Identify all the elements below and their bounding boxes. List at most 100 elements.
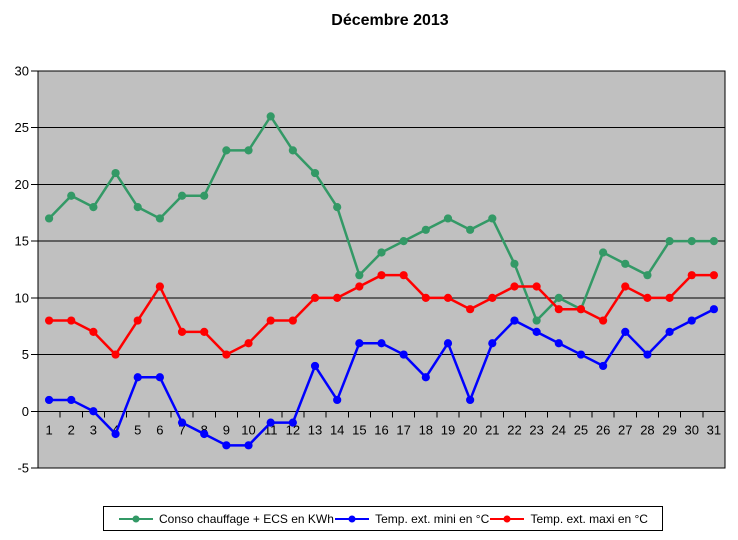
x-axis-tick-label: 26	[596, 422, 610, 437]
data-point-marker	[377, 271, 386, 280]
data-point-marker	[643, 293, 652, 302]
data-point-marker	[288, 418, 297, 427]
data-point-marker	[244, 339, 253, 348]
data-point-marker	[355, 271, 364, 280]
x-axis-tick-label: 28	[640, 422, 654, 437]
data-point-marker	[288, 146, 297, 155]
y-axis-tick-label: 0	[22, 404, 29, 419]
data-point-marker	[67, 316, 76, 325]
chart-title: Décembre 2013	[331, 12, 449, 29]
data-point-marker	[576, 350, 586, 359]
x-axis-tick-label: 31	[707, 422, 721, 437]
x-axis-tick-label: 15	[352, 422, 366, 437]
legend-label-conso: Conso chauffage + ECS en KWh	[159, 511, 334, 526]
data-point-marker	[488, 214, 497, 223]
data-point-marker	[599, 248, 608, 257]
y-axis-tick-label: 10	[15, 290, 29, 305]
y-axis-labels: -5 0 5 10 15 20 25 30	[15, 64, 29, 476]
x-axis-tick-label: 14	[330, 422, 344, 437]
y-axis-tick-label: -5	[17, 461, 29, 476]
data-point-marker	[554, 293, 563, 302]
x-axis-labels: 1 2 3 4 5 6 7 8 9 10 11 12 13 14 15 16 17 18 19 20 21 22 23 24 2…	[45, 422, 721, 437]
x-axis-tick-label: 2	[68, 422, 75, 437]
y-axis-tick-label: 15	[15, 234, 29, 249]
data-point-marker	[665, 237, 674, 246]
data-point-marker	[554, 305, 563, 314]
data-point-marker	[599, 361, 608, 371]
data-point-marker	[67, 395, 76, 405]
x-axis-tick-label: 5	[134, 422, 141, 437]
data-point-marker	[532, 327, 541, 336]
data-point-marker	[643, 350, 652, 359]
data-point-marker	[421, 293, 430, 302]
x-axis-tick-label: 10	[241, 422, 255, 437]
data-point-marker	[222, 441, 231, 450]
data-point-marker	[377, 339, 386, 348]
legend-temp-maxi-line-icon	[490, 515, 525, 522]
x-axis-tick-label: 12	[286, 422, 300, 437]
legend-label-temp-mini: Temp. ext. mini en °C	[375, 511, 490, 526]
y-axis-tick-label: 20	[15, 177, 29, 192]
data-point-marker	[532, 282, 541, 291]
data-point-marker	[709, 305, 719, 314]
data-point-marker	[155, 214, 164, 223]
data-point-marker	[399, 350, 408, 359]
data-point-marker	[200, 191, 209, 200]
data-point-marker	[111, 168, 120, 178]
data-point-marker	[399, 271, 408, 280]
data-point-marker	[222, 146, 231, 155]
data-point-marker	[89, 327, 98, 336]
data-point-marker	[510, 282, 519, 291]
data-point-marker	[111, 429, 120, 439]
x-axis-tick-label: 3	[90, 422, 97, 437]
data-point-marker	[355, 282, 364, 291]
x-axis-tick-label: 20	[463, 422, 477, 437]
x-axis-tick-label: 8	[201, 422, 208, 437]
y-axis-tick-label: 25	[15, 120, 29, 135]
series-2	[44, 271, 719, 359]
data-point-marker	[421, 373, 430, 382]
data-point-marker	[665, 293, 674, 302]
data-point-marker	[111, 350, 120, 359]
data-point-marker	[488, 293, 497, 302]
legend-item-temp-mini: Temp. ext. mini en °C	[334, 512, 489, 526]
x-axis-tick-label: 19	[441, 422, 455, 437]
data-point-marker	[244, 146, 253, 155]
data-point-marker	[244, 441, 253, 450]
data-point-marker	[665, 327, 674, 336]
data-point-marker	[44, 214, 54, 223]
x-axis-tick-label: 27	[618, 422, 632, 437]
data-point-marker	[155, 282, 164, 291]
y-axis-tick-label: 30	[15, 64, 29, 79]
data-point-marker	[621, 327, 630, 336]
data-point-marker	[266, 316, 275, 325]
data-point-marker	[222, 350, 231, 359]
data-point-marker	[44, 395, 54, 405]
data-point-marker	[177, 191, 187, 200]
legend-label-temp-maxi: Temp. ext. maxi en °C	[530, 511, 648, 526]
legend-conso-line-icon	[119, 515, 153, 522]
data-point-marker	[89, 407, 98, 416]
legend-temp-mini-line-icon	[335, 515, 370, 522]
data-point-marker	[310, 168, 320, 178]
data-point-marker	[89, 203, 98, 212]
data-point-marker	[510, 316, 519, 325]
data-point-marker	[333, 293, 342, 302]
x-axis-tick-label: 4	[112, 422, 119, 437]
x-axis-tick-label: 21	[485, 422, 499, 437]
data-point-marker	[466, 305, 475, 314]
legend-item-temp-maxi: Temp. ext. maxi en °C	[489, 512, 648, 526]
x-axis-tick-label: 7	[178, 422, 185, 437]
data-point-marker	[133, 203, 142, 212]
data-point-marker	[44, 316, 54, 325]
data-point-marker	[532, 316, 541, 325]
plot-background	[37, 70, 726, 469]
legend-sample-marker	[348, 515, 356, 522]
legend-item-conso: Conso chauffage + ECS en KWh	[118, 512, 334, 526]
data-point-marker	[333, 203, 342, 212]
data-point-marker	[266, 112, 275, 121]
legend-sample-marker	[132, 515, 140, 522]
data-point-marker	[310, 361, 320, 371]
